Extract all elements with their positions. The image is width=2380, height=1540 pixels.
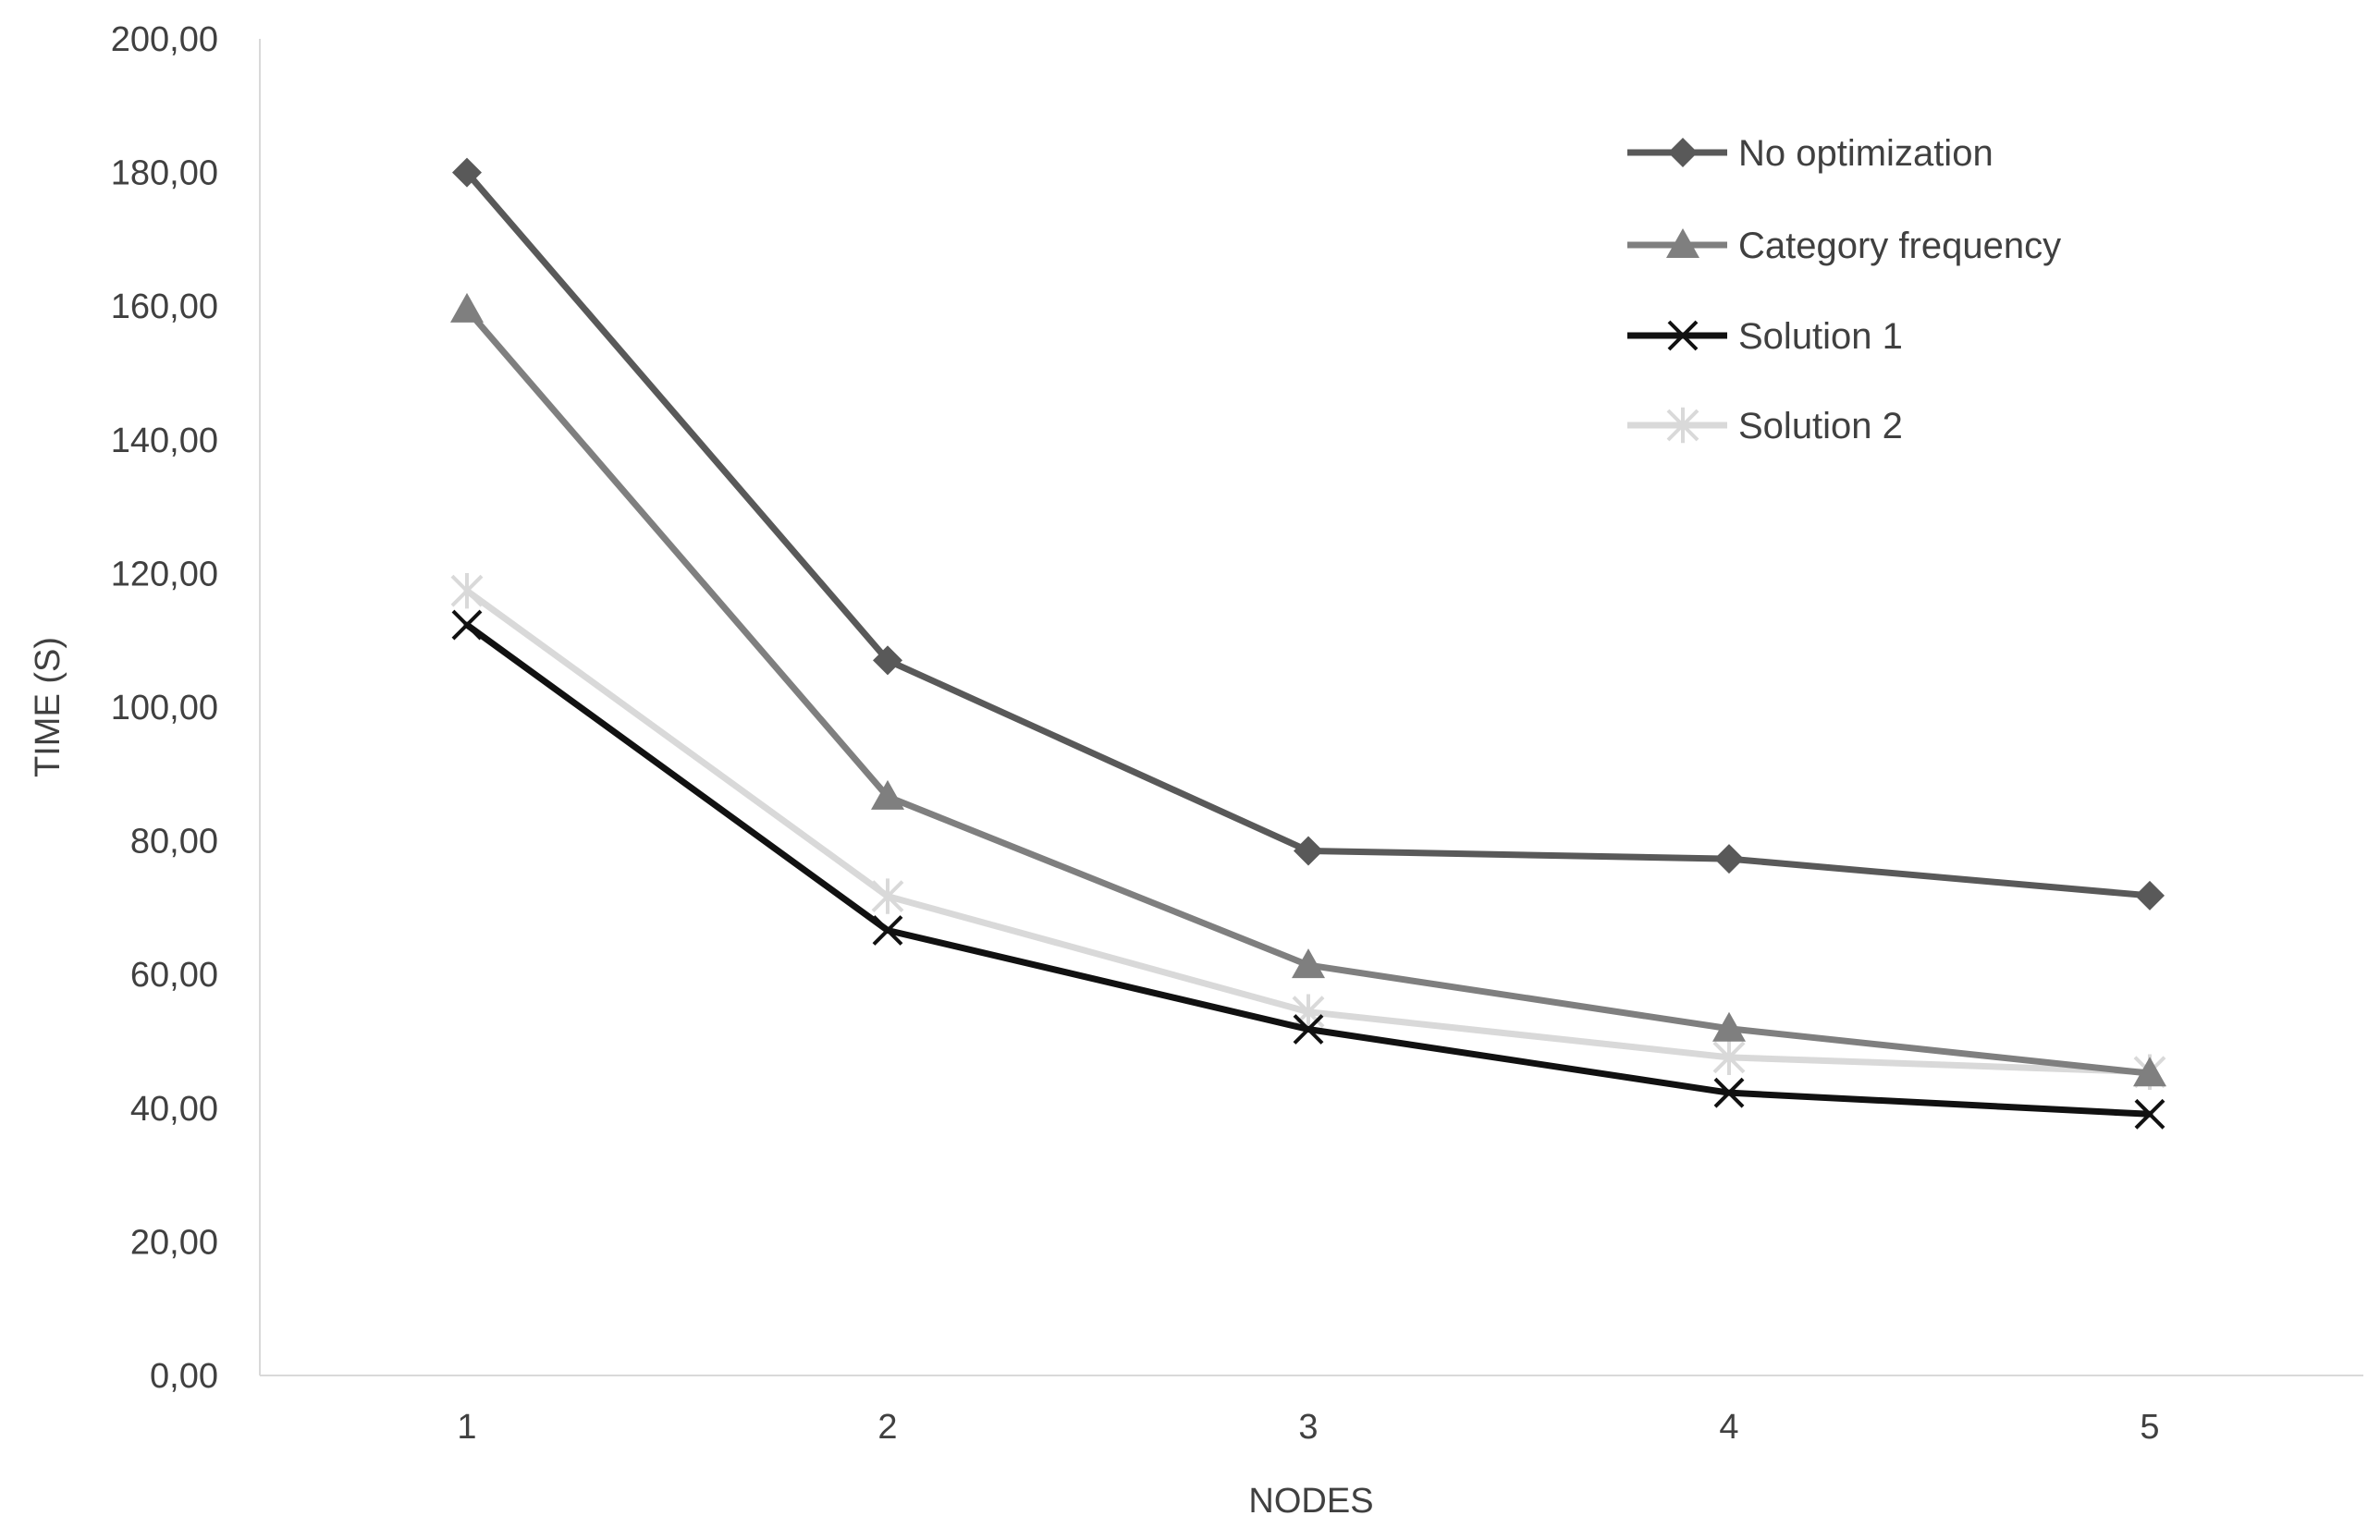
series-solution-1 [451,609,2165,1130]
data-point [1292,948,1325,979]
x-tick-label: 2 [877,1408,897,1447]
data-point [1712,1039,1746,1076]
y-tick-label: 100,00 [111,689,218,727]
series-layer [450,157,2166,1130]
legend-item: No optimization [1627,133,1994,174]
y-tick-label: 60,00 [130,956,218,995]
series-category-frequency [450,292,2166,1087]
series-no-optimization [452,157,2165,911]
legend-label: No optimization [1738,133,1994,174]
data-point [2134,1098,2165,1130]
x-axis-title: NODES [1248,1482,1373,1521]
x-tick-label: 3 [1298,1408,1318,1447]
y-tick-label: 120,00 [111,555,218,593]
legend-item: Solution 2 [1627,406,1903,446]
legend-marker [1666,407,1699,444]
y-tick-label: 80,00 [130,823,218,862]
y-tick-label: 160,00 [111,287,218,326]
data-point [1713,1077,1745,1108]
data-point [1714,844,1744,874]
y-tick-labels: 0,00 20,00 40,00 60,00 80,00 100,00 120,00 140,… [111,20,218,1396]
data-point [450,572,484,609]
series-line [463,169,2153,899]
data-point [1712,1011,1746,1042]
legend-item: Solution 1 [1627,316,1903,357]
data-point [2133,1057,2166,1087]
data-point [871,878,904,914]
x-tick-labels: 1 2 3 4 5 [457,1408,2159,1447]
x-tick-label: 4 [1719,1408,1738,1447]
legend-marker [1667,320,1699,351]
legend-marker [1666,228,1699,259]
series-solution-2 [450,572,2166,1090]
data-point [451,609,483,641]
legend-label: Category frequency [1738,226,2061,266]
legend-label: Solution 1 [1738,316,1903,357]
legend-label: Solution 2 [1738,406,1903,446]
y-axis-title: TIME (S) [29,637,67,777]
legend-marker [1668,138,1698,167]
x-tick-label: 1 [457,1408,476,1447]
data-point [452,157,482,188]
data-point [873,645,902,676]
y-tick-label: 200,00 [111,20,218,59]
x-tick-label: 5 [2140,1408,2159,1447]
data-point [872,915,903,946]
series-line [463,621,2153,1118]
data-point [2135,880,2165,911]
axes [259,39,2363,1376]
legend-item: Category frequency [1627,226,2061,266]
data-point [871,779,904,810]
data-point [1294,836,1323,866]
legend: No optimization Category frequency Solutio… [1627,133,2061,446]
y-tick-label: 40,00 [130,1090,218,1129]
data-point [1293,1014,1324,1045]
y-tick-label: 20,00 [130,1223,218,1262]
y-tick-label: 0,00 [150,1357,218,1396]
data-point [450,292,484,323]
y-tick-label: 140,00 [111,422,218,460]
y-tick-label: 180,00 [111,154,218,193]
